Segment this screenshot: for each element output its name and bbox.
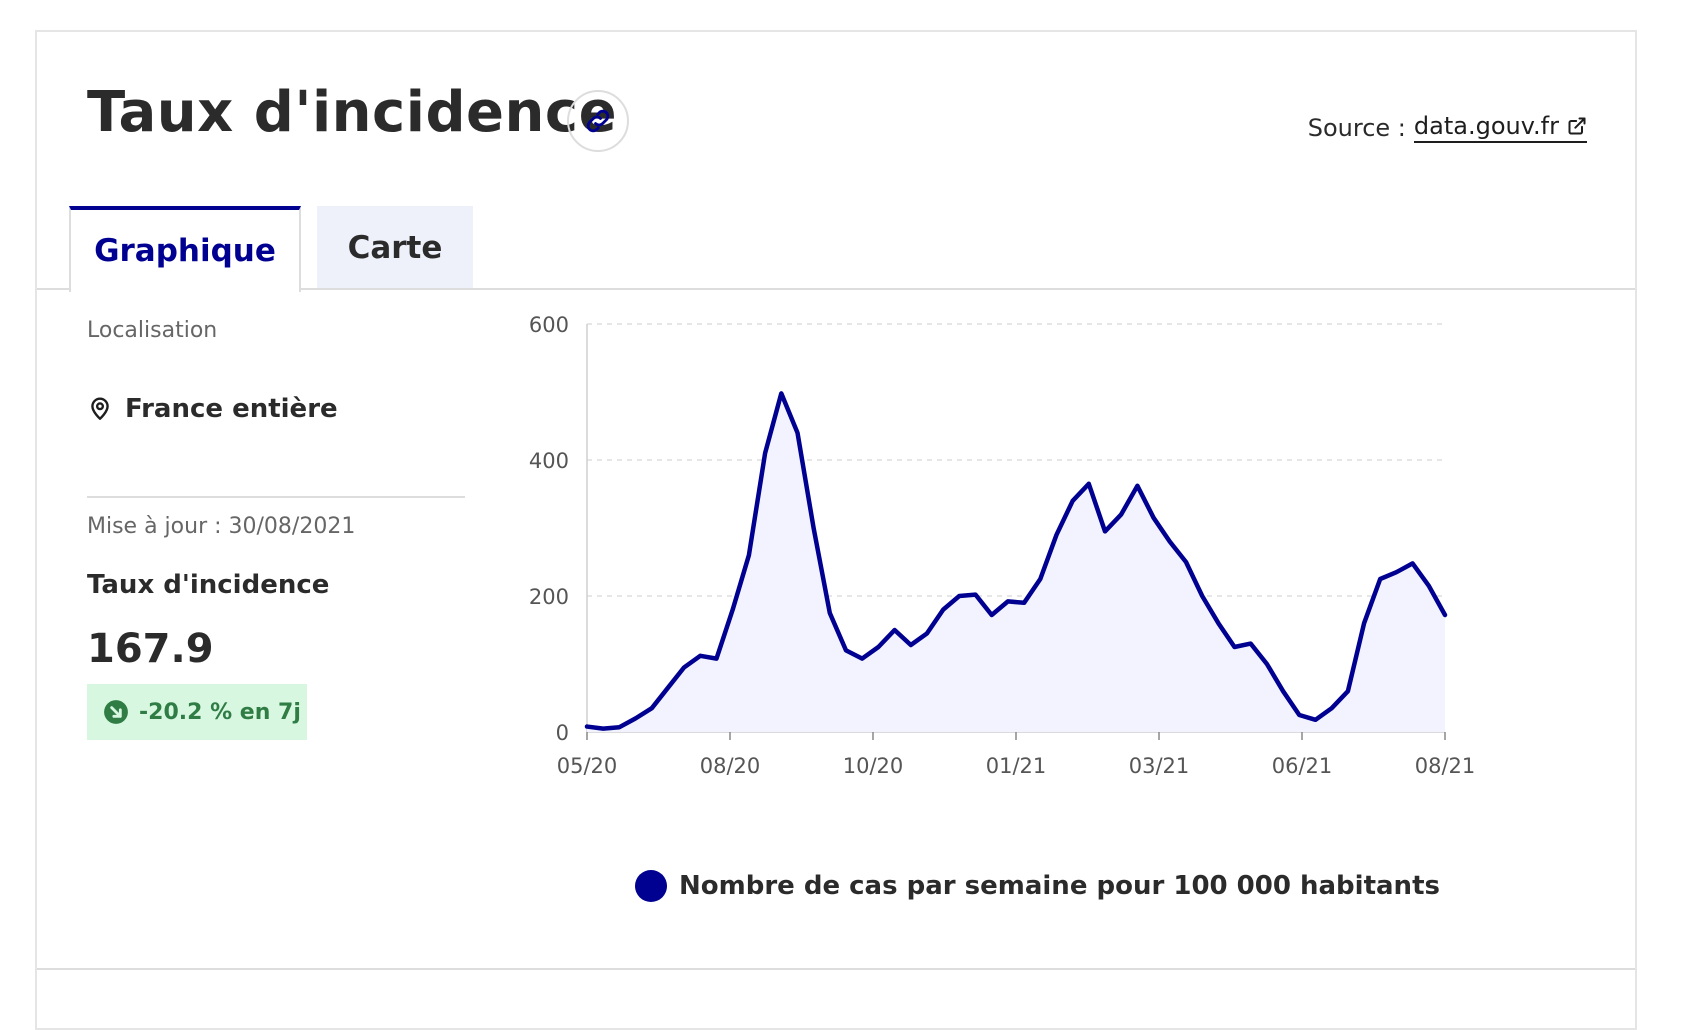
x-tick-label: 05/20 <box>557 754 618 778</box>
external-link-icon <box>1568 117 1586 135</box>
tab-carte[interactable]: Carte <box>317 206 473 290</box>
tab-graphique[interactable]: Graphique <box>69 206 301 292</box>
y-tick-label: 0 <box>556 721 569 745</box>
tabs-divider <box>37 288 1635 290</box>
x-tick-label: 08/21 <box>1415 754 1476 778</box>
x-tick-label: 10/20 <box>843 754 904 778</box>
source-prefix: Source : <box>1307 113 1406 142</box>
y-tick-label: 200 <box>529 585 569 609</box>
source: Source : data.gouv.fr <box>1308 112 1587 143</box>
location-selector[interactable]: France entière <box>87 394 338 424</box>
source-link[interactable]: data.gouv.fr <box>1413 112 1587 143</box>
metric-value: 167.9 <box>87 626 214 672</box>
page-title: Taux d'incidence <box>87 80 618 145</box>
location-label: Localisation <box>87 318 218 343</box>
y-tick-label: 400 <box>529 449 569 473</box>
link-icon <box>586 109 610 133</box>
series-area <box>587 393 1445 732</box>
x-tick-label: 08/20 <box>700 754 761 778</box>
arrow-down-right-icon <box>104 700 128 724</box>
y-tick-label: 600 <box>529 313 569 337</box>
metric-title: Taux d'incidence <box>87 570 330 600</box>
copy-link-button[interactable] <box>567 90 629 152</box>
legend-label: Nombre de cas par semaine pour 100 000 h… <box>679 871 1440 901</box>
trend-text: -20.2 % en 7j <box>139 699 301 725</box>
source-link-label: data.gouv.fr <box>1413 112 1559 140</box>
series-line <box>584 391 1448 731</box>
update-date: Mise à jour : 30/08/2021 <box>87 514 356 539</box>
map-pin-icon <box>91 397 109 420</box>
incidence-card: Taux d'incidence Source : data.gouv.fr G… <box>35 30 1637 1030</box>
card-bottom-divider <box>37 968 1635 970</box>
chart-legend[interactable]: Nombre de cas par semaine pour 100 000 h… <box>635 870 1440 902</box>
x-tick-label: 01/21 <box>986 754 1047 778</box>
location-value: France entière <box>125 394 338 424</box>
x-tick-label: 03/21 <box>1129 754 1190 778</box>
legend-dot <box>635 870 667 902</box>
sidebar-divider <box>87 496 465 498</box>
x-tick-label: 06/21 <box>1272 754 1333 778</box>
incidence-chart: 0 200 400 600 05/20 08/20 10/20 01/21 03/21 06/21… <box>529 313 1476 778</box>
trend-badge: -20.2 % en 7j <box>87 684 307 740</box>
